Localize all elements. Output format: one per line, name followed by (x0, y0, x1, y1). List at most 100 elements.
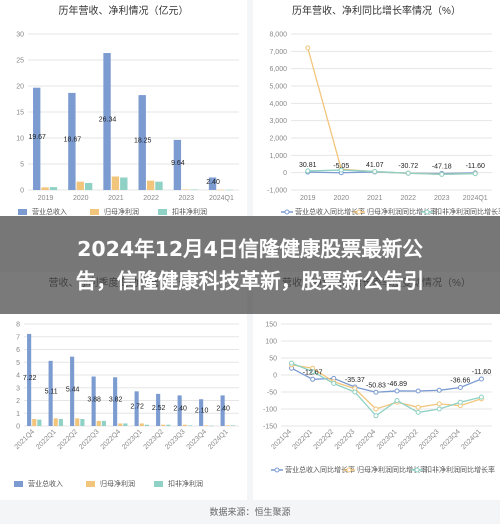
bar-net-profit (41, 187, 49, 190)
data-label: -11.60 (472, 369, 491, 376)
bar-net-profit (75, 418, 80, 426)
series-point (415, 404, 421, 410)
data-label: -46.89 (387, 381, 407, 388)
legend-marker (284, 209, 290, 215)
bar-revenue (113, 377, 118, 426)
legend-swatch (154, 481, 163, 487)
y-tick-label: 3,000 (269, 118, 287, 125)
x-tick-label: 2019 (300, 195, 316, 202)
data-label: 2.52 (152, 405, 166, 412)
x-tick-label: 2021Q4 (14, 428, 37, 451)
series-point (338, 167, 344, 173)
series-point (373, 413, 379, 419)
bar-deducted-profit (209, 425, 214, 427)
series-point (405, 170, 411, 176)
bar-deducted-profit (230, 425, 235, 426)
bar-revenue (27, 333, 32, 426)
y-tick-label: 3 (16, 385, 20, 392)
x-tick-label: 2023 (434, 195, 450, 202)
x-tick-label: 2022Q4 (100, 428, 123, 451)
data-label: 2.72 (130, 404, 144, 411)
data-label: 7.22 (23, 375, 37, 382)
chart-annual-growth-rate: 历年营收、净利同比增长率情况（%） -1,000 0 1,000 2,000 3,000 4… (267, 4, 500, 216)
series-point (439, 171, 445, 177)
x-tick-label: 2022Q1 (35, 428, 58, 451)
y-tick-label: 5 (16, 360, 20, 367)
data-label: -5.05 (333, 163, 349, 170)
bar-revenue (91, 376, 96, 426)
x-tick-label: 2024Q1 (463, 195, 488, 202)
legend-marker (274, 467, 280, 473)
series-point (305, 168, 311, 174)
legend-swatch (14, 481, 23, 487)
x-tick-label: 2024Q1 (209, 195, 234, 202)
data-label: -35.37 (345, 377, 365, 384)
bar-deducted-profit (120, 177, 128, 190)
bar-revenue (103, 53, 111, 191)
data-label: 2.40 (216, 406, 230, 413)
y-tick-label: 2,000 (269, 136, 287, 143)
legend-label: 营业总收入同比增长率 (295, 207, 365, 216)
bar-net-profit (96, 420, 101, 426)
data-label: 9.64 (171, 160, 185, 167)
series-point (472, 171, 478, 177)
x-tick-label: 2021 (108, 195, 124, 202)
data-label: -12.67 (303, 369, 323, 376)
y-tick-label: 2 (16, 398, 20, 405)
legend-marker (414, 467, 420, 473)
y-tick-label: -1,000 (267, 188, 287, 195)
data-label: -50.83 (366, 382, 386, 389)
y-tick-label: 5,000 (269, 84, 287, 91)
bar-deducted-profit (144, 424, 149, 426)
y-tick-label: 6 (16, 347, 20, 354)
bar-deducted-profit (166, 424, 171, 426)
series-point (394, 398, 400, 403)
series-point (478, 376, 484, 382)
x-tick-label: 2021 (367, 195, 383, 202)
bar-revenue (156, 393, 161, 426)
series-line-net-profit (291, 364, 482, 410)
legend-label: 营业总收入 (32, 207, 67, 216)
y-tick-label: 0 (20, 188, 24, 195)
legend-label: 扣非净利润同比增长率 (425, 465, 495, 474)
bar-deducted-profit (49, 187, 58, 190)
x-tick-label: 2022Q4 (355, 428, 378, 451)
series-point (457, 399, 463, 405)
x-tick-label: 2023Q2 (143, 428, 166, 451)
legend-label: 营业总收入 (28, 479, 63, 488)
series-point (436, 401, 442, 407)
bar-net-profit (182, 189, 190, 190)
x-tick-label: 2022Q3 (334, 428, 357, 451)
series-point (372, 168, 378, 174)
bar-deducted-profit (101, 420, 106, 426)
bar-net-profit (225, 425, 230, 426)
chart-panel-annual-growth: 历年营收、净利同比增长率情况（%） -1,000 0 1,000 2,000 3,000 4… (253, 0, 500, 216)
bar-deducted-profit (58, 418, 63, 426)
bar-revenue (70, 356, 75, 426)
x-tick-label: 2022Q1 (291, 428, 314, 451)
legend-label: 归母净利润 (104, 207, 139, 216)
x-tick-label: 2022Q3 (78, 428, 101, 451)
bar-deducted-profit (225, 189, 233, 191)
headline-line-2: 告，信隆健康科技革新，股票新公告引 (75, 269, 425, 293)
y-tick-label: 0 (16, 424, 20, 431)
x-tick-label: 2023Q1 (376, 428, 399, 451)
data-label: -11.60 (466, 163, 485, 170)
data-label: 41.07 (366, 162, 384, 169)
headline-line-1: 2024年12月4日信隆健康股票最新公 (77, 237, 423, 261)
y-tick-label: -100 (263, 407, 277, 414)
x-tick-label: 2024Q1 (460, 428, 483, 451)
series-point (415, 388, 421, 394)
y-tick-label: 15 (16, 110, 24, 117)
y-tick-label: 0 (273, 373, 277, 380)
series-point (289, 360, 295, 366)
bar-deducted-profit (123, 423, 128, 426)
bar-net-profit (161, 424, 166, 426)
x-tick-label: 2023Q1 (121, 428, 144, 451)
legend-label: 扣非净利润同比增长率 (435, 207, 500, 216)
bar-revenue (134, 391, 139, 426)
bar-net-profit (53, 418, 58, 426)
y-tick-label: 8 (16, 322, 20, 329)
bar-net-profit (182, 424, 187, 426)
legend-marker (424, 209, 430, 215)
